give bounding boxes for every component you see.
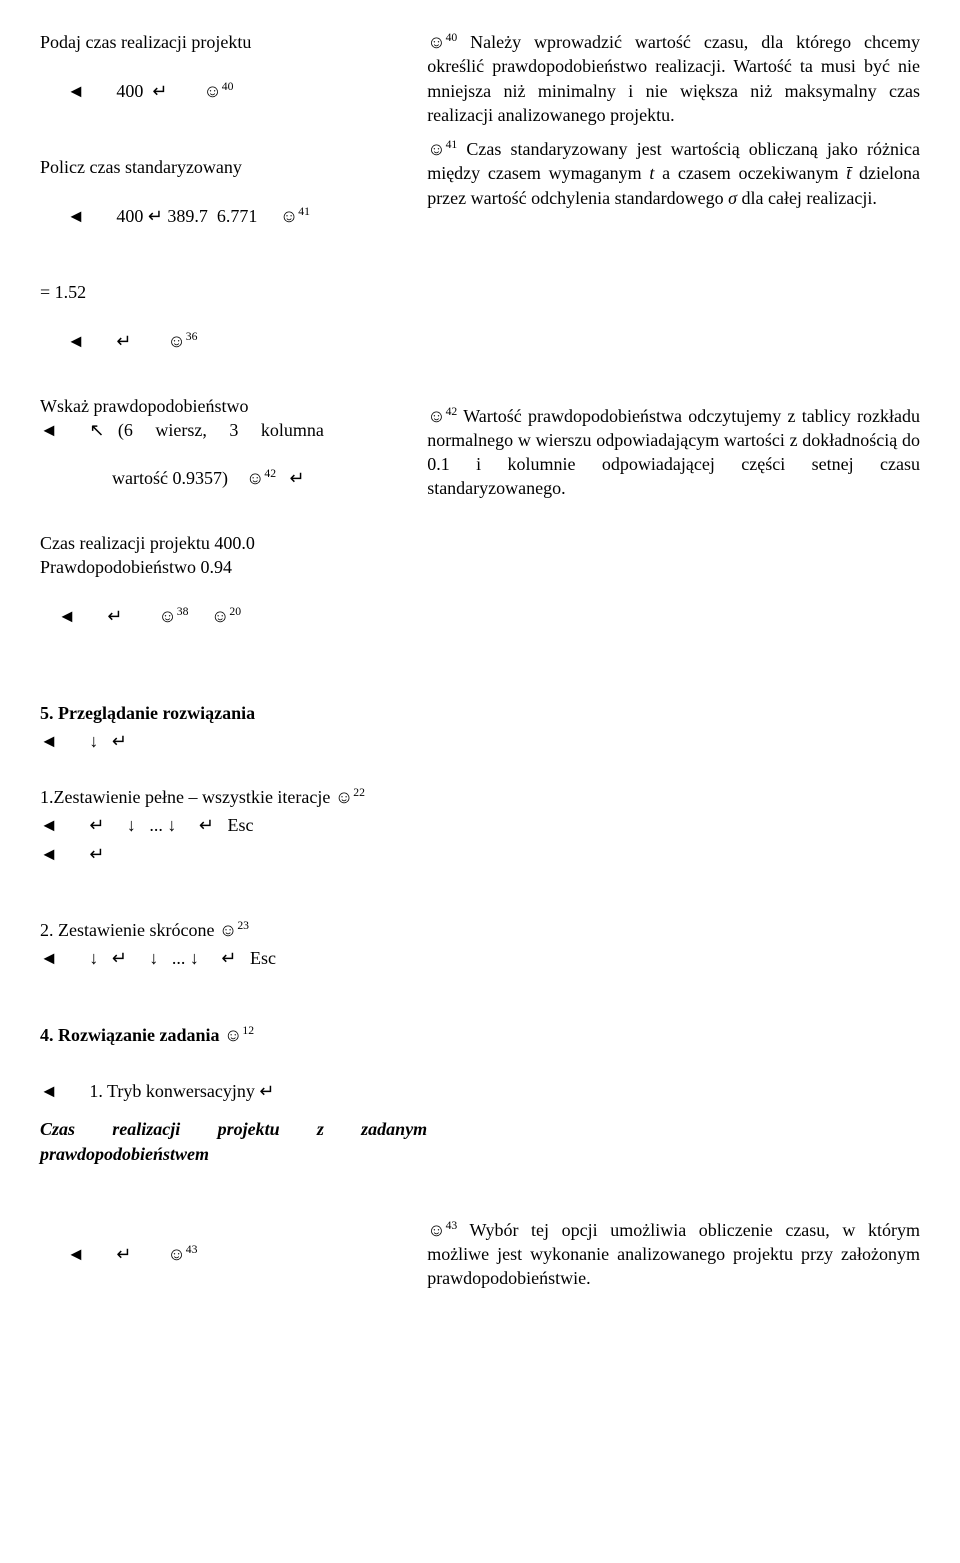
var-sigma: σ: [728, 188, 737, 208]
result-line: = 1.52: [40, 280, 407, 304]
symbol-line: ◄ ↵: [40, 842, 920, 866]
symbols: wartość 0.9357) ☺: [67, 468, 264, 488]
symbols: ◄ 400 ↵ 389.7 6.771 ☺: [67, 206, 298, 226]
smile-icon: [427, 1220, 445, 1240]
symbol-line: ◄ ↓ ↵ ↓ ... ↓ ↵ Esc: [40, 946, 920, 970]
note-text: Wybór tej opcji umożliwia obliczenie cza…: [427, 1220, 920, 1289]
list-item: 1.Zestawienie pełne – wszystkie iteracje…: [40, 785, 920, 809]
footnote-num: 42: [446, 405, 458, 418]
footnote-ref: 40: [222, 80, 234, 93]
note-text: a czasem oczekiwanym: [654, 163, 846, 183]
smile-icon: [427, 32, 445, 52]
footnote-ref: 36: [186, 330, 198, 343]
symbol-line: ◄ ↖ (6 wiersz, 3 kolumna: [40, 418, 407, 442]
prompt-line: Wskaż prawdopodobieństwo: [40, 394, 407, 418]
note-paragraph: 41 Czas standaryzowany jest wartością ob…: [427, 137, 920, 210]
section-heading: 4. Rozwiązanie zadania ☺12: [40, 1023, 920, 1047]
footnote-ref: 38: [177, 605, 189, 618]
heading-text: 4. Rozwiązanie zadania: [40, 1025, 224, 1045]
result-line: Czas realizacji projektu 400.0: [40, 531, 407, 555]
sub-heading: Czas realizacji projektu z zadanym prawd…: [40, 1117, 427, 1166]
footnote-ref: 12: [242, 1024, 254, 1037]
footnote-ref: 23: [237, 919, 249, 932]
symbols: ↵: [276, 468, 305, 488]
symbols: ◄ ↵ ☺: [67, 1244, 186, 1264]
prompt-line: Policz czas standaryzowany: [40, 155, 407, 179]
note-paragraph: 40 Należy wprowadzić wartość czasu, dla …: [427, 30, 920, 127]
footnote-num: 41: [446, 138, 458, 151]
symbol-line: ◄ ↵ ☺36: [40, 305, 407, 378]
footnote-ref: 43: [186, 1243, 198, 1256]
footnote-ref: 20: [229, 605, 241, 618]
symbols: ☺: [188, 606, 229, 626]
prompt-line: Podaj czas realizacji projektu: [40, 30, 407, 54]
note-paragraph: 43 Wybór tej opcji umożliwia obliczenie …: [427, 1218, 920, 1291]
footnote-num: 40: [446, 31, 458, 44]
symbol-line: wartość 0.9357) ☺42 ↵: [40, 442, 407, 515]
symbol-line: ◄ 400 ↵ ☺40: [40, 54, 407, 127]
footnote-ref: 42: [264, 467, 276, 480]
note-text: dla całej realizacji.: [737, 188, 877, 208]
smile-icon: [427, 139, 445, 159]
list-item: 2. Zestawienie skrócone ☺23: [40, 918, 920, 942]
note-text: Należy wprowadzić wartość czasu, dla któ…: [427, 32, 920, 125]
symbols: ◄ ↵ ☺: [67, 331, 186, 351]
symbol-line: ◄ ↵ ↓ ... ↓ ↵ Esc: [40, 813, 920, 837]
footnote-ref: 41: [298, 205, 310, 218]
item-text: 2. Zestawienie skrócone ☺: [40, 920, 237, 940]
symbols: ◄ 400 ↵ ☺: [67, 81, 222, 101]
note-text: Wartość prawdopodobieństwa odczytujemy z…: [427, 406, 920, 499]
note-paragraph: 42 Wartość prawdopodobieństwa odczytujem…: [427, 404, 920, 501]
smile-icon: [427, 406, 445, 426]
footnote-ref: 22: [353, 786, 365, 799]
footnote-num: 43: [446, 1219, 458, 1232]
symbol-line: ◄ 1. Tryb konwersacyjny ↵: [40, 1079, 920, 1103]
symbol-line: ◄ 400 ↵ 389.7 6.771 ☺41: [40, 179, 407, 252]
smile-icon: ☺: [224, 1025, 242, 1045]
symbol-line: ◄ ↵ ☺38 ☺20: [40, 580, 407, 653]
symbols: ◄ ↵ ☺: [58, 606, 177, 626]
section-heading: 5. Przeglądanie rozwiązania: [40, 701, 920, 725]
item-text: 1.Zestawienie pełne – wszystkie iteracje…: [40, 787, 353, 807]
symbol-line: ◄ ↵ ☺43: [40, 1218, 407, 1291]
result-line: Prawdopodobieństwo 0.94: [40, 555, 407, 579]
symbol-line: ◄ ↓ ↵: [40, 729, 920, 753]
